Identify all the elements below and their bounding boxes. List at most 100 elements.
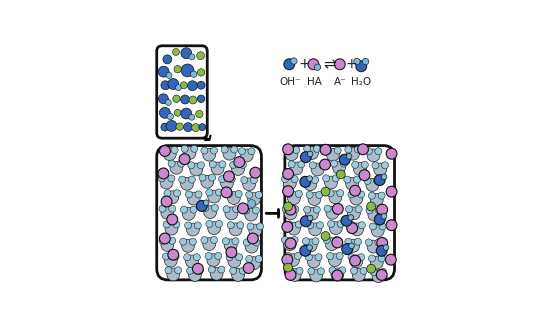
Circle shape xyxy=(186,267,194,274)
Circle shape xyxy=(317,268,324,275)
Circle shape xyxy=(282,254,293,265)
Circle shape xyxy=(340,160,348,167)
FancyBboxPatch shape xyxy=(285,146,395,280)
Circle shape xyxy=(282,206,289,213)
Circle shape xyxy=(313,145,320,152)
Circle shape xyxy=(228,255,241,268)
Circle shape xyxy=(241,177,248,184)
Circle shape xyxy=(291,176,298,183)
Circle shape xyxy=(374,214,385,225)
Circle shape xyxy=(232,268,245,281)
Circle shape xyxy=(284,207,297,220)
Circle shape xyxy=(309,162,316,169)
Circle shape xyxy=(181,177,194,190)
Circle shape xyxy=(350,192,363,205)
Circle shape xyxy=(182,239,195,252)
Text: ⇌: ⇌ xyxy=(323,57,336,72)
Circle shape xyxy=(308,59,319,70)
Circle shape xyxy=(364,177,371,184)
Circle shape xyxy=(181,95,190,104)
Circle shape xyxy=(334,147,341,154)
Circle shape xyxy=(348,254,355,261)
Circle shape xyxy=(243,178,255,191)
Circle shape xyxy=(306,207,319,220)
Circle shape xyxy=(243,207,250,214)
Circle shape xyxy=(369,255,376,262)
Circle shape xyxy=(159,205,166,212)
Circle shape xyxy=(233,206,240,213)
Circle shape xyxy=(332,175,339,182)
Circle shape xyxy=(348,207,360,220)
Circle shape xyxy=(247,233,258,244)
Circle shape xyxy=(313,206,320,213)
Circle shape xyxy=(300,245,311,256)
Circle shape xyxy=(255,191,262,198)
Circle shape xyxy=(298,161,305,168)
Circle shape xyxy=(371,224,384,237)
Circle shape xyxy=(240,149,253,162)
Circle shape xyxy=(285,269,296,280)
Circle shape xyxy=(304,178,316,191)
Circle shape xyxy=(284,202,293,211)
Circle shape xyxy=(296,267,303,274)
Circle shape xyxy=(386,186,397,197)
Circle shape xyxy=(329,267,336,274)
Circle shape xyxy=(281,176,288,183)
Circle shape xyxy=(284,263,293,272)
Circle shape xyxy=(328,220,335,228)
Circle shape xyxy=(248,148,255,155)
Text: OH⁻: OH⁻ xyxy=(280,76,301,87)
Circle shape xyxy=(227,222,234,229)
Circle shape xyxy=(300,216,311,227)
Circle shape xyxy=(284,59,295,70)
Circle shape xyxy=(333,236,340,244)
Circle shape xyxy=(202,204,209,212)
Circle shape xyxy=(307,215,313,221)
Circle shape xyxy=(251,177,258,184)
Circle shape xyxy=(164,190,171,197)
Circle shape xyxy=(238,203,248,214)
Circle shape xyxy=(333,161,345,174)
Circle shape xyxy=(183,147,196,159)
Circle shape xyxy=(247,193,260,205)
Circle shape xyxy=(234,157,245,167)
Circle shape xyxy=(302,177,309,184)
Circle shape xyxy=(192,263,203,274)
Circle shape xyxy=(187,192,200,205)
Circle shape xyxy=(345,146,352,153)
Circle shape xyxy=(253,239,260,246)
Circle shape xyxy=(215,252,222,260)
Circle shape xyxy=(176,123,183,130)
Circle shape xyxy=(188,162,195,169)
Circle shape xyxy=(375,148,382,155)
Circle shape xyxy=(286,221,293,228)
Circle shape xyxy=(288,161,295,168)
Circle shape xyxy=(291,58,297,64)
Circle shape xyxy=(294,252,301,260)
Circle shape xyxy=(284,177,296,190)
Circle shape xyxy=(320,144,331,155)
Circle shape xyxy=(243,263,254,274)
Circle shape xyxy=(211,162,224,175)
Circle shape xyxy=(221,187,232,198)
Circle shape xyxy=(190,206,197,213)
Circle shape xyxy=(209,161,216,168)
Circle shape xyxy=(185,191,192,198)
Circle shape xyxy=(199,174,206,181)
Circle shape xyxy=(359,170,370,180)
Circle shape xyxy=(189,114,195,120)
Circle shape xyxy=(172,253,179,260)
Circle shape xyxy=(237,222,244,229)
Circle shape xyxy=(311,163,324,176)
Circle shape xyxy=(166,72,172,78)
Circle shape xyxy=(327,190,334,197)
Circle shape xyxy=(385,254,396,265)
Circle shape xyxy=(216,220,223,228)
Circle shape xyxy=(171,147,178,154)
Circle shape xyxy=(166,120,177,131)
Circle shape xyxy=(372,162,379,169)
Circle shape xyxy=(350,255,361,266)
Circle shape xyxy=(257,223,264,230)
FancyBboxPatch shape xyxy=(157,146,261,280)
Circle shape xyxy=(229,223,242,236)
